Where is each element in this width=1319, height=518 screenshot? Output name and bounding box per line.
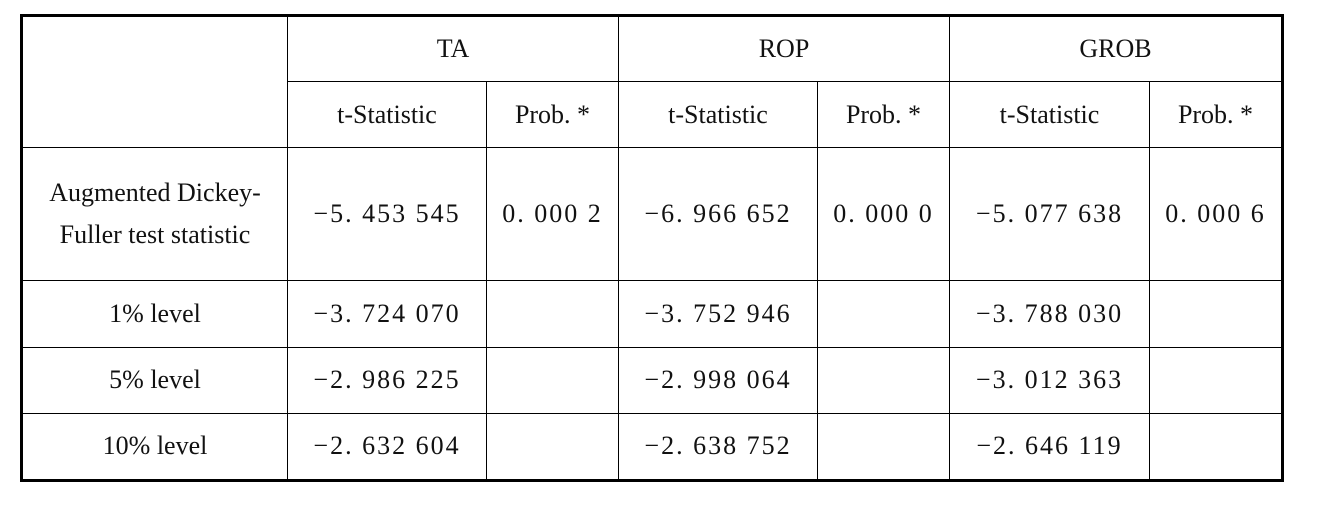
value-cell: 0. 000 2 <box>486 147 619 281</box>
empty-cell <box>817 280 950 348</box>
row-label: Augmented Dickey-Fuller test statistic <box>21 147 288 281</box>
value-cell: −2. 632 604 <box>287 413 487 481</box>
empty-cell <box>817 413 950 481</box>
value-cell: −3. 724 070 <box>287 280 487 348</box>
column-header: Prob. * <box>486 81 619 148</box>
value-cell: −3. 788 030 <box>949 280 1150 348</box>
row-label: 1% level <box>21 280 288 348</box>
data-row: 1% level −3. 724 070 −3. 752 946 −3. 788 03… <box>21 280 1283 348</box>
value-cell: −2. 638 752 <box>618 413 818 481</box>
table-body: TA ROP GROB t-Statistic Prob. * t-Statistic Pr… <box>21 15 1283 481</box>
column-header: t-Statistic <box>287 81 487 148</box>
data-row: 10% level −2. 632 604 −2. 638 752 −2. 646 1… <box>21 413 1283 481</box>
value-cell: −2. 646 119 <box>949 413 1150 481</box>
column-header: t-Statistic <box>949 81 1150 148</box>
empty-cell <box>1149 413 1283 481</box>
unit-root-table: TA ROP GROB t-Statistic Prob. * t-Statistic Pr… <box>20 14 1284 482</box>
empty-cell <box>1149 280 1283 348</box>
group-header: TA <box>287 15 619 82</box>
value-cell: −2. 998 064 <box>618 346 818 414</box>
empty-cell <box>486 346 619 414</box>
empty-cell <box>817 346 950 414</box>
row-label: 5% level <box>21 346 288 414</box>
empty-cell <box>1149 346 1283 414</box>
value-cell: −5. 453 545 <box>287 147 487 281</box>
data-row: 5% level −2. 986 225 −2. 998 064 −3. 012 36… <box>21 346 1283 414</box>
value-cell: −3. 012 363 <box>949 346 1150 414</box>
empty-cell <box>486 413 619 481</box>
header-row: TA ROP GROB <box>21 15 1283 148</box>
value-cell: 0. 000 0 <box>817 147 950 281</box>
column-header: Prob. * <box>817 81 950 148</box>
column-header: t-Statistic <box>618 81 818 148</box>
value-cell: −2. 986 225 <box>287 346 487 414</box>
empty-cell <box>486 280 619 348</box>
value-cell: −5. 077 638 <box>949 147 1150 281</box>
group-header: GROB <box>949 15 1283 82</box>
value-cell: −3. 752 946 <box>618 280 818 348</box>
data-row: Augmented Dickey-Fuller test statistic −5… <box>21 147 1283 281</box>
value-cell: 0. 000 6 <box>1149 147 1283 281</box>
corner-cell <box>21 15 288 148</box>
column-header: Prob. * <box>1149 81 1283 148</box>
value-cell: −6. 966 652 <box>618 147 818 281</box>
group-header: ROP <box>618 15 950 82</box>
row-label: 10% level <box>21 413 288 481</box>
